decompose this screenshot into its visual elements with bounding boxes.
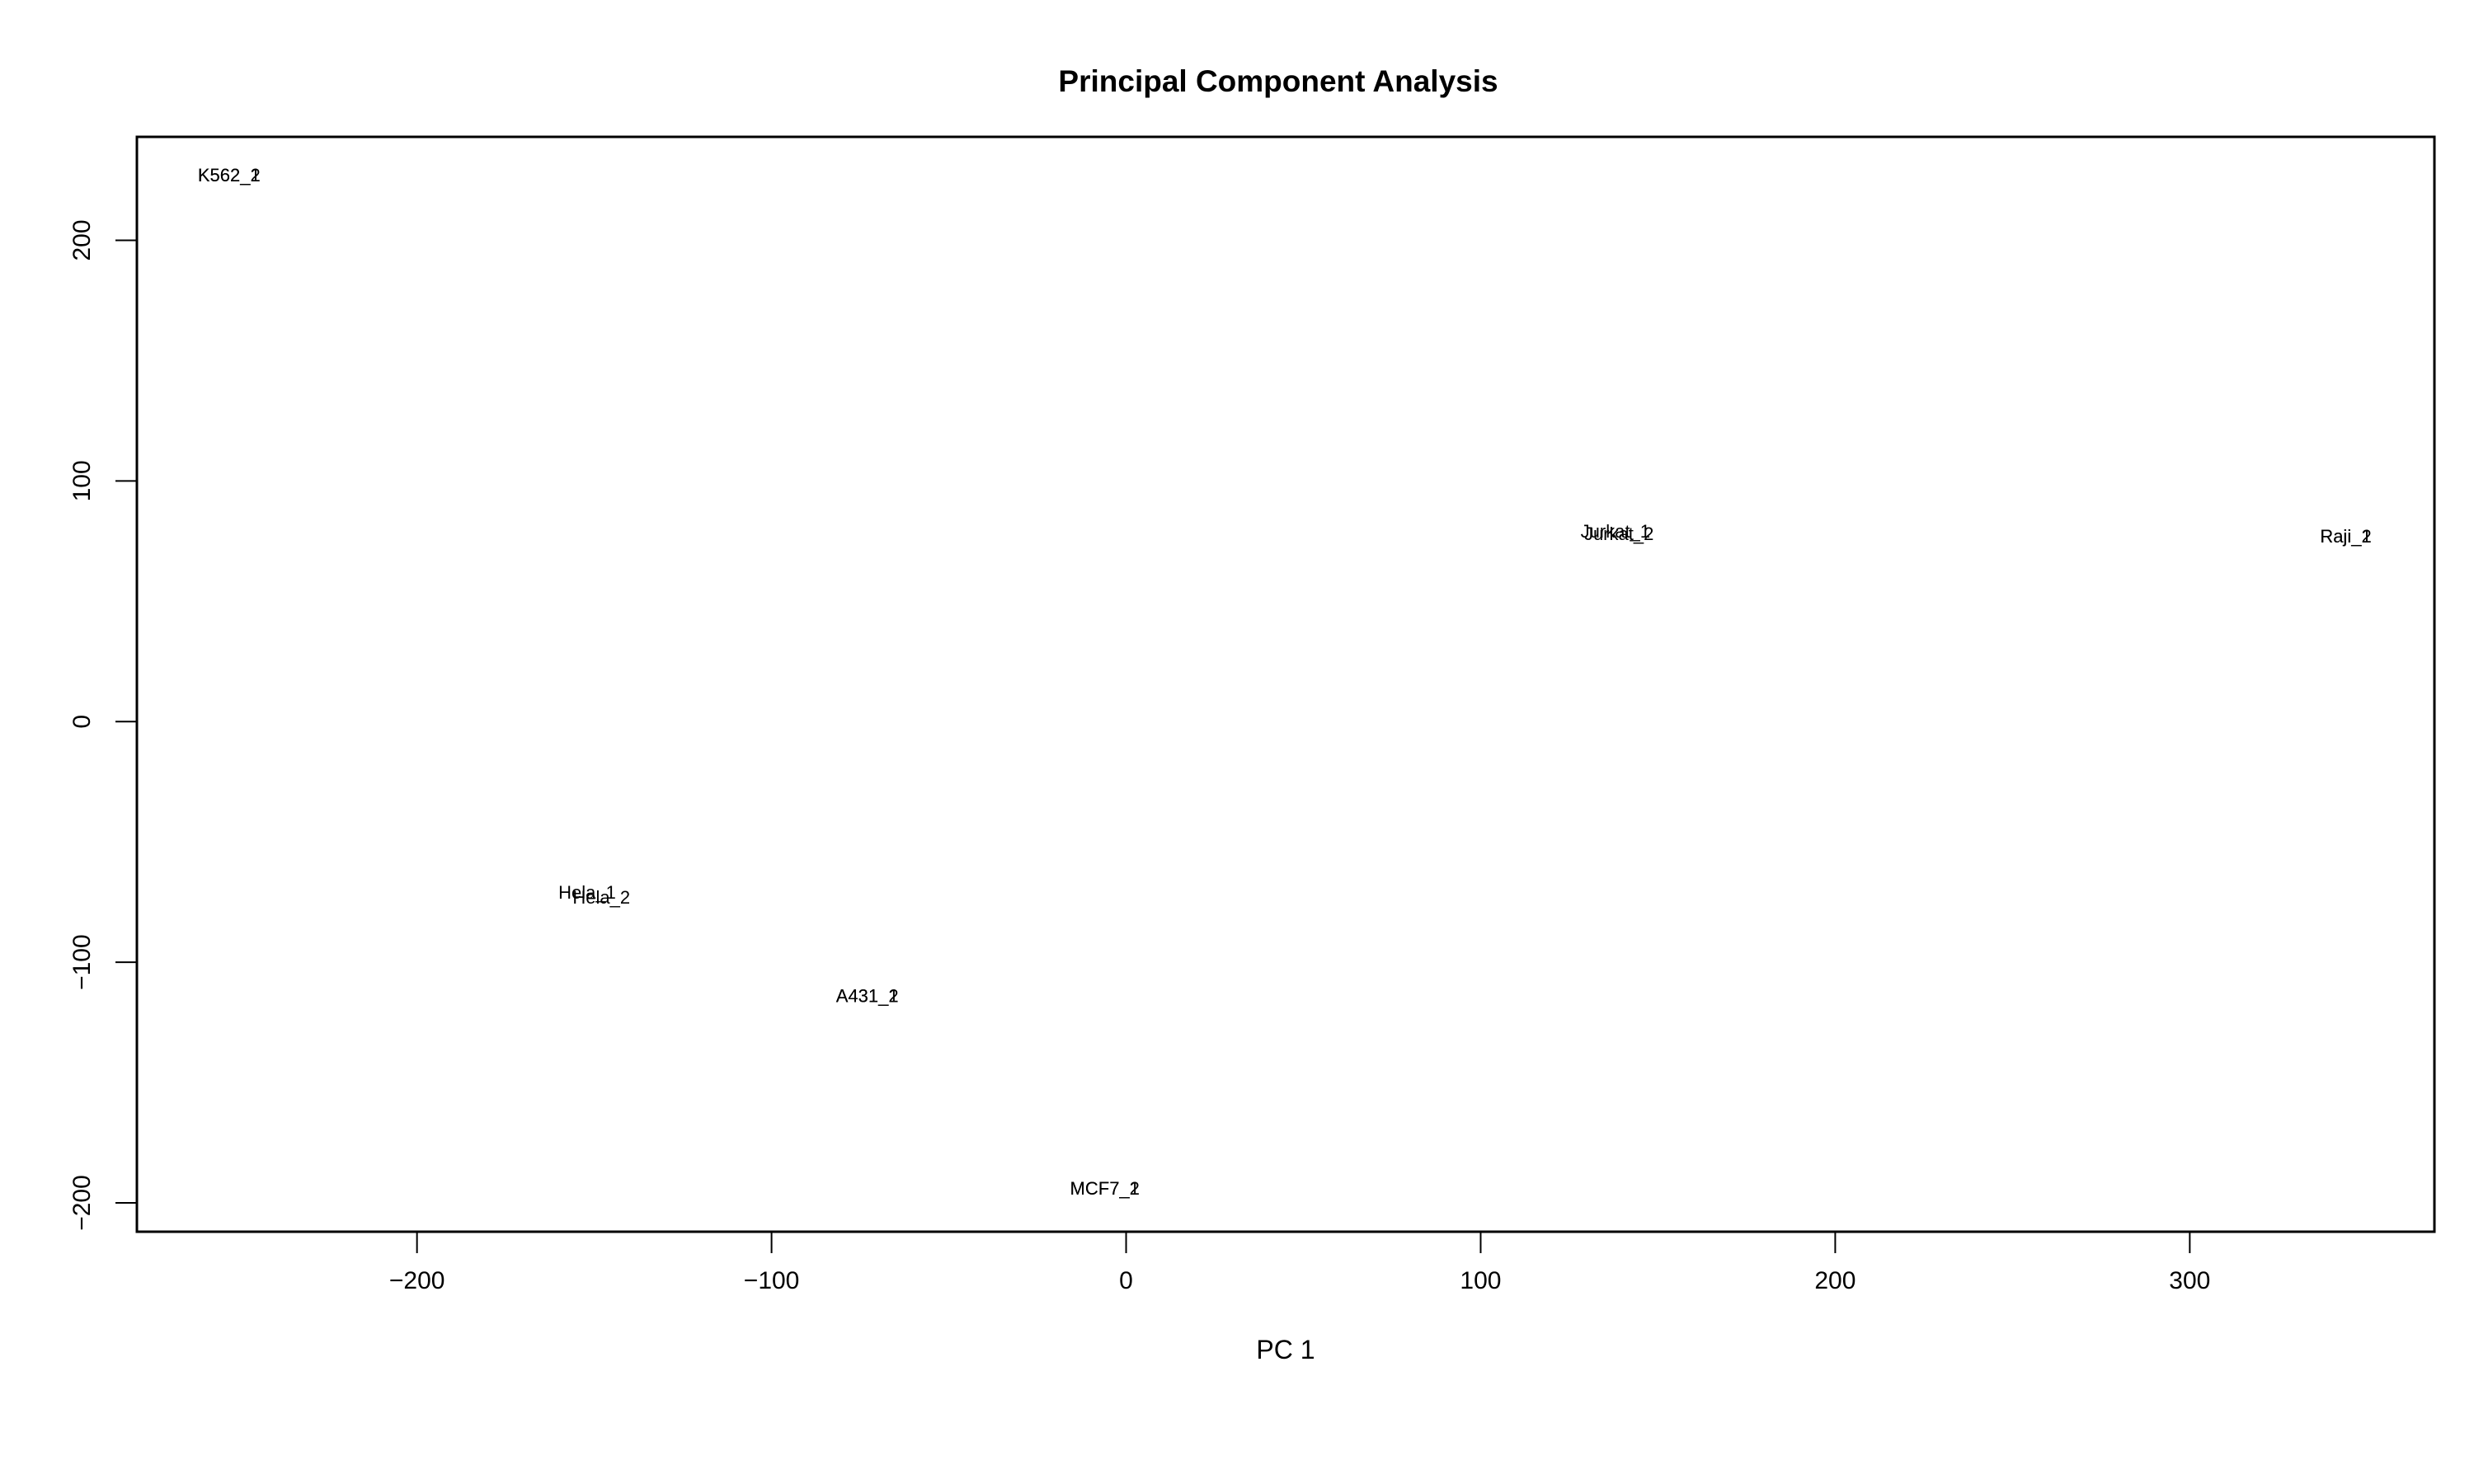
- point-label: MCF7_1: [1070, 1178, 1140, 1199]
- point-label: K562_1: [198, 165, 261, 186]
- point-label: A431_1: [836, 985, 899, 1006]
- x-tick-label: 300: [2169, 1267, 2210, 1294]
- point-label: MCF7_2: [1070, 1178, 1140, 1199]
- point-label: K562_2: [198, 165, 261, 186]
- point-label: Hela_1: [558, 882, 616, 903]
- chart-title: Principal Component Analysis: [1058, 64, 1498, 98]
- point-label: A431_2: [836, 985, 899, 1006]
- y-tick-label: −100: [68, 934, 96, 990]
- point-label: Hela_2: [572, 887, 630, 908]
- y-axis: −200 −100 0 100 200: [68, 219, 138, 1231]
- y-tick-label: 100: [68, 460, 96, 501]
- x-axis: −200 −100 0 100 200 300: [389, 1231, 2210, 1294]
- point-label: Jurkat_1: [1581, 521, 1650, 542]
- x-tick-label: −200: [389, 1267, 445, 1294]
- y-tick-label: 0: [68, 715, 96, 729]
- point-label: Jurkat_2: [1584, 524, 1653, 544]
- x-tick-label: 100: [1460, 1267, 1501, 1294]
- x-tick-label: −100: [744, 1267, 800, 1294]
- y-tick-label: 200: [68, 219, 96, 261]
- x-axis-title: PC 1: [1256, 1335, 1315, 1364]
- x-tick-label: 0: [1119, 1267, 1133, 1294]
- plot-frame: [135, 135, 2436, 1233]
- point-label: Raji_1: [2320, 526, 2371, 547]
- x-tick-label: 200: [1814, 1267, 1856, 1294]
- y-tick-label: −200: [68, 1175, 96, 1231]
- point-label: Raji_2: [2320, 526, 2371, 547]
